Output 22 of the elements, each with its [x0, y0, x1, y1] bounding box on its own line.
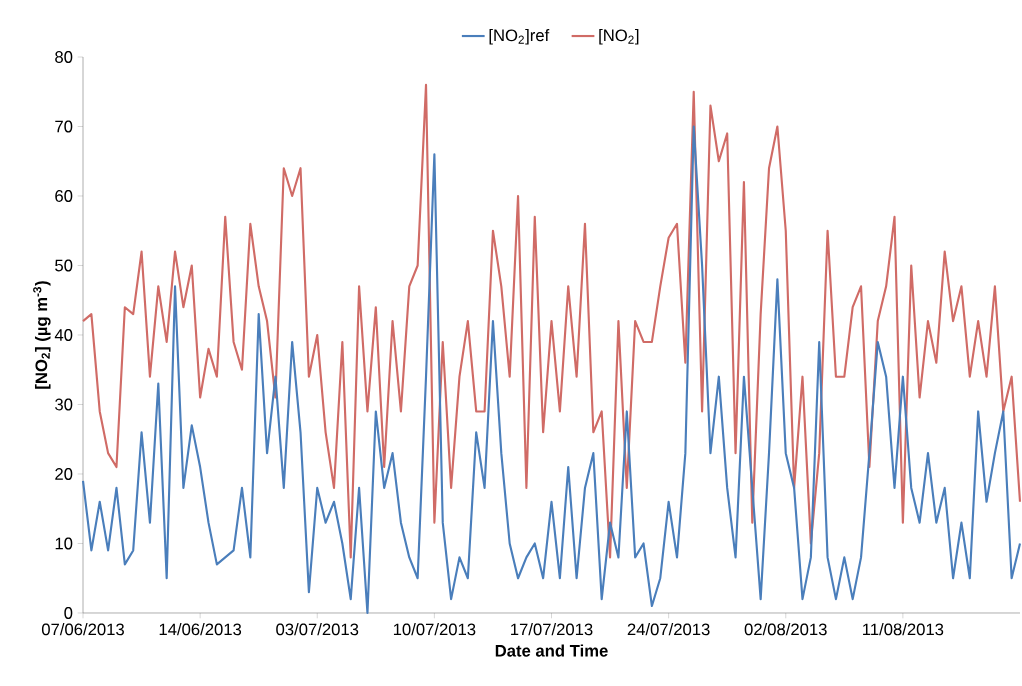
- legend-label: [NO$_{2}$]: [599, 28, 639, 45]
- x-tick-label: 03/07/2013: [276, 623, 359, 636]
- x-tick-label: 14/06/2013: [159, 623, 242, 636]
- y-tick-label: 30: [55, 398, 73, 411]
- x-tick-label: 07/06/2013: [41, 623, 124, 636]
- x-tick-label: 24/07/2013: [627, 623, 710, 636]
- x-axis-title: Date and Time: [495, 644, 608, 657]
- x-tick-label: 02/08/2013: [744, 623, 827, 636]
- y-tick-label: 50: [55, 259, 73, 272]
- y-tick-label: 70: [55, 120, 73, 133]
- x-tick-label: 17/07/2013: [511, 623, 593, 636]
- line-series: [81, 83, 1022, 559]
- y-tick-label: 60: [55, 190, 73, 202]
- y-tick-label: 80: [55, 51, 73, 63]
- legend-label: [NO$_{2}$]ref: [489, 28, 550, 45]
- x-tick-label: 10/07/2013: [393, 623, 476, 636]
- y-tick-label: 40: [54, 329, 73, 341]
- y-axis-title: [NO$_{2}$] (µg m$^{-3}$): [33, 281, 51, 389]
- y-tick-label: 10: [55, 537, 73, 550]
- y-tick-label: 0: [64, 607, 73, 619]
- y-tick-label: 20: [55, 468, 73, 480]
- x-tick-label: 11/08/2013: [863, 623, 944, 636]
